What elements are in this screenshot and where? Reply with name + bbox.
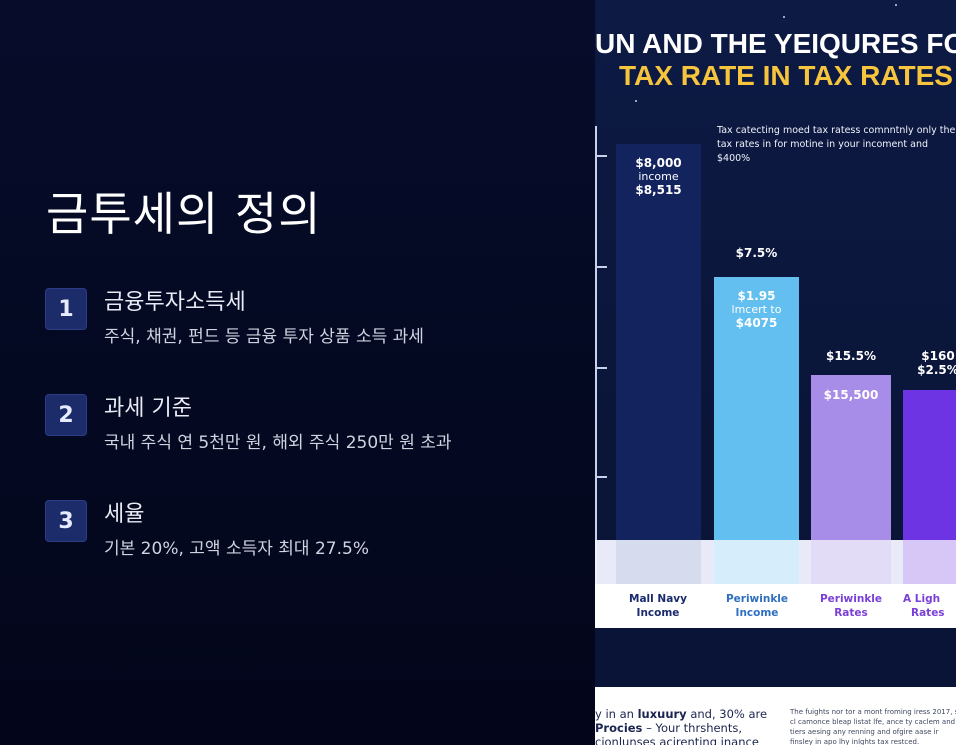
chart-legend: Mall Navy Income Periwinkle Income Periw…: [595, 584, 956, 628]
caption-bold-text: Procies: [595, 721, 643, 735]
y-axis-tick: [595, 476, 607, 478]
legend-item-light-rates: A Ligh Rates: [903, 592, 956, 620]
infographic-title-line-1: UN AND THE YEIQURES FO: [595, 28, 956, 59]
star-decoration: [635, 100, 637, 102]
bar-value-subtext: income: [638, 170, 679, 183]
legend-line-1: A Ligh: [903, 593, 941, 605]
y-axis-line: [595, 126, 597, 584]
caption-left-text: y in an luxuury and, 30% are Procies – Y…: [595, 707, 785, 745]
bar-light-rates: [903, 390, 956, 540]
bar-value-1: $1.95: [737, 289, 776, 303]
star-decoration: [895, 4, 897, 6]
bar-value-2: $8,515: [635, 183, 682, 197]
bar-navy-value-label: $8,000 income $8,515: [616, 156, 701, 197]
bar-periwinkle-rates-top-label: $15.5%: [826, 349, 876, 363]
item-title: 금융투자소득세: [104, 290, 246, 315]
caption-text: and, 30% are: [690, 707, 768, 721]
slide-text-panel: 금투세의 정의 1 금융투자소득세 주식, 채권, 펀드 등 금융 투자 상품 …: [0, 0, 595, 745]
bar-periwinkle-rates-value: $15,500: [823, 388, 879, 402]
legend-line-2: Income: [636, 607, 680, 619]
item-description: 주식, 채권, 펀드 등 금융 투자 상품 소득 과세: [104, 327, 424, 347]
bar-periwinkle-top-label: $7.5%: [735, 246, 778, 260]
bar-periwinkle-rates: [811, 375, 891, 540]
bar-value-2: $4075: [735, 316, 778, 330]
legend-line-1: Periwinkle: [819, 593, 883, 605]
legend-line-1: Periwinkle: [725, 593, 789, 605]
legend-line-1: Mall Navy: [629, 593, 687, 605]
y-axis-tick: [595, 367, 607, 369]
infographic-title-line-2: TAX RATE IN TAX RATES: [619, 60, 953, 91]
legend-line-2: Income: [735, 607, 779, 619]
item-title: 과세 기준: [104, 396, 192, 421]
legend-line-2: Rates: [911, 607, 945, 619]
bar-base-navy: [616, 540, 701, 584]
caption-text: y in an: [595, 707, 634, 721]
item-number-badge: 3: [45, 500, 87, 542]
caption-bold-text: luxuury: [637, 707, 687, 721]
item-description: 국내 주식 연 5천만 원, 해외 주식 250만 원 초과: [104, 433, 452, 453]
bar-base-light-rates: [903, 540, 956, 584]
caption-text: – Your thrshents,: [646, 721, 742, 735]
caption-text: cionlunses acirenting inance: [595, 735, 759, 745]
bar-base-periwinkle-rates: [811, 540, 891, 584]
legend-item-periwinkle-income: Periwinkle Income: [712, 592, 802, 620]
tax-rate-infographic-image: UN AND THE YEIQURES FO TAX RATE IN TAX R…: [595, 0, 956, 745]
legend-item-periwinkle-rates: Periwinkle Rates: [806, 592, 896, 620]
bar-base-periwinkle: [714, 540, 799, 584]
bar-value-1: $8,000: [635, 156, 682, 170]
item-number-badge: 1: [45, 288, 87, 330]
item-description: 기본 20%, 고액 소득자 최대 27.5%: [104, 539, 369, 559]
infographic-caption: y in an luxuury and, 30% are Procies – Y…: [595, 687, 956, 745]
bar-light-rates-top-label: $160 $2.5%: [903, 349, 956, 377]
y-axis-tick: [595, 155, 607, 157]
item-number-badge: 2: [45, 394, 87, 436]
y-axis-tick: [595, 266, 607, 268]
bar-value-subtext: lmcert to: [731, 303, 782, 316]
bar-periwinkle-income: [714, 277, 799, 540]
bar-top-value-2: $2.5%: [917, 363, 956, 377]
caption-right-text: The fuights nor tor a mont froming iress…: [790, 708, 956, 745]
slide-title: 금투세의 정의: [46, 187, 322, 241]
bar-navy-income: [616, 144, 701, 540]
legend-line-2: Rates: [834, 607, 868, 619]
star-decoration: [783, 16, 785, 18]
legend-item-navy-income: Mall Navy Income: [613, 592, 703, 620]
infographic-note: Tax catecting moed tax ratess comnntnly …: [717, 125, 956, 164]
item-title: 세율: [104, 502, 145, 527]
bar-top-value-1: $160: [921, 349, 955, 363]
bar-periwinkle-value-label: $1.95 lmcert to $4075: [714, 289, 799, 330]
